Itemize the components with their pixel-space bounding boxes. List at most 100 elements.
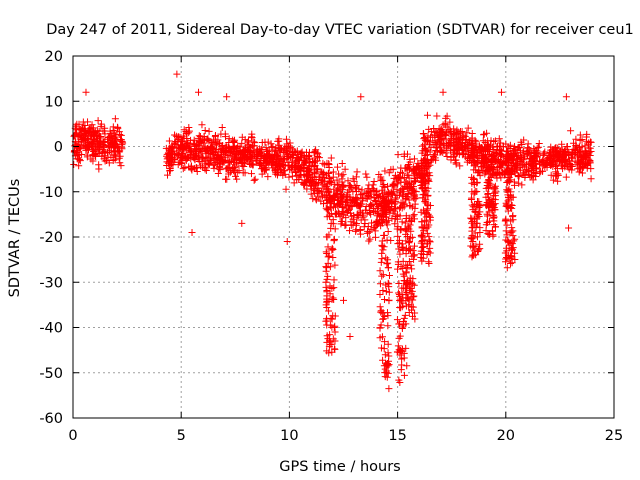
data-point [559,154,567,162]
data-point [171,139,179,147]
data-point [175,150,183,158]
data-point [563,142,571,150]
data-point [524,151,532,159]
data-point [424,192,432,200]
data-point [483,198,491,206]
data-point [382,281,390,289]
data-point [317,197,325,205]
data-point [399,243,407,251]
data-point [407,284,415,292]
data-point [347,184,355,192]
data-point [338,175,346,183]
data-point [292,162,300,170]
data-point [393,316,401,324]
data-point [339,170,347,178]
data-point [284,162,292,170]
data-point [229,147,237,155]
data-point [91,128,99,136]
data-point [371,227,379,235]
data-point [180,126,188,134]
data-point [356,226,364,234]
data-point [402,269,410,277]
data-point [464,124,472,132]
data-point [384,182,392,190]
data-point [325,160,333,168]
data-point [429,133,437,141]
data-point [282,135,290,143]
data-point [394,232,402,240]
data-point [214,153,222,161]
data-point [88,139,96,147]
data-point [382,287,390,295]
data-point [425,233,433,241]
data-point [376,334,384,342]
y-axis-label: SDTVAR / TECUs [7,179,23,298]
data-point [400,150,408,158]
data-point [398,303,406,311]
data-point [474,247,482,255]
data-point [246,147,254,155]
data-point [385,296,393,304]
data-point [419,233,427,241]
data-point [411,200,419,208]
data-point [468,219,476,227]
data-point [81,121,89,129]
data-point [390,181,398,189]
data-point [323,264,331,272]
data-point [388,203,396,211]
data-point [445,125,453,133]
data-point [508,240,516,248]
data-points [70,70,595,393]
data-point [497,151,505,159]
data-point [359,194,367,202]
data-point [451,156,459,164]
data-point [344,177,352,185]
data-point [527,159,535,167]
data-point [82,129,90,137]
data-point [379,271,387,279]
data-point [325,211,333,219]
data-point [276,155,284,163]
data-point [75,162,83,170]
data-point [222,175,230,183]
data-point [384,264,392,272]
data-point [405,214,413,222]
data-point [191,155,199,163]
data-point [277,144,285,152]
data-point [403,164,411,172]
data-point [412,188,420,196]
data-point [238,133,246,141]
data-point [478,148,486,156]
data-point [443,152,451,160]
data-point [397,168,405,176]
data-point [185,163,193,171]
data-point [453,126,461,134]
data-point [82,88,90,96]
data-point [312,195,320,203]
data-point [322,283,330,291]
data-point [436,144,444,152]
data-point [225,170,233,178]
data-point [357,216,365,224]
data-point [405,161,413,169]
data-point [340,208,348,216]
data-point [395,236,403,244]
data-point [210,155,218,163]
data-point [431,139,439,147]
data-point [279,149,287,157]
data-point [286,139,294,147]
data-point [105,133,113,141]
data-point [252,156,260,164]
data-point [417,247,425,255]
data-point [322,204,330,212]
data-point [340,296,347,304]
data-point [394,151,402,159]
data-point [483,210,491,218]
x-tick-label: 5 [177,428,186,444]
data-point [437,126,445,134]
data-point [502,202,510,210]
data-point [457,143,465,151]
data-point [299,165,307,173]
data-point [163,150,171,158]
data-point [587,165,595,173]
